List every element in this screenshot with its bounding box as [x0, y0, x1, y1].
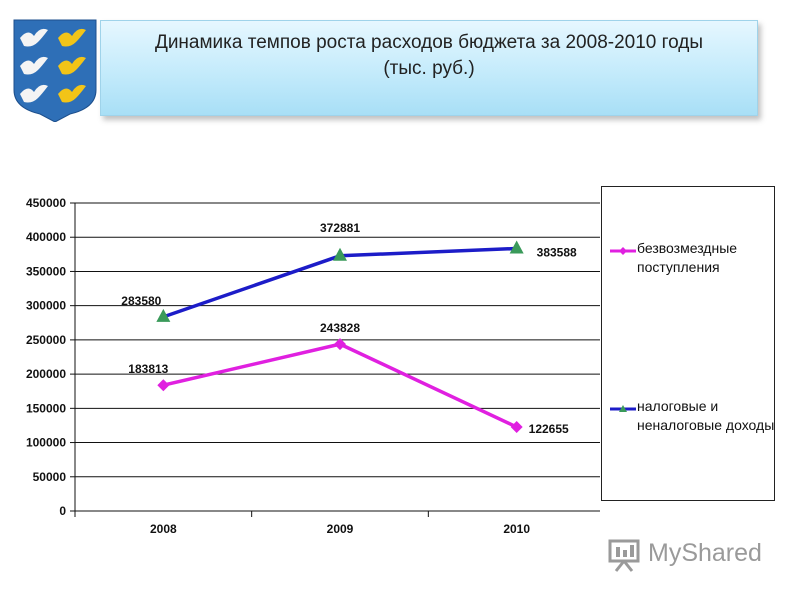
data-label: 372881	[320, 221, 360, 235]
data-point	[157, 379, 170, 392]
title-banner: Динамика темпов роста расходов бюджета з…	[100, 20, 758, 116]
line-chart: 0 50000 100000 150000 200000 250000 300000 3500…	[26, 196, 600, 536]
y-tick-label: 150000	[26, 401, 66, 415]
y-tick-label: 100000	[26, 436, 66, 450]
data-label: 283580	[121, 294, 161, 308]
x-tick-label: 2009	[327, 522, 354, 536]
watermark: MyShared	[606, 537, 776, 573]
y-tick-label: 200000	[26, 367, 66, 381]
presentation-icon	[608, 539, 640, 572]
watermark-text: MyShared	[648, 539, 762, 567]
data-label: 183813	[128, 362, 168, 376]
legend-swatch	[610, 247, 636, 255]
chart-subtitle: (тыс. руб.)	[383, 58, 475, 79]
y-tick-label: 50000	[33, 470, 67, 484]
chart-title: Динамика темпов роста расходов бюджета з…	[154, 32, 704, 53]
legend-label: налоговые и неналоговые доходы	[637, 398, 775, 433]
data-label: 383588	[537, 245, 577, 259]
bird-icon	[20, 28, 86, 103]
y-tick-label: 400000	[26, 230, 66, 244]
data-label: 243828	[320, 321, 360, 335]
y-tick-label: 300000	[26, 299, 66, 313]
data-point	[156, 308, 171, 322]
y-tick-label: 350000	[26, 264, 66, 278]
y-tick-label: 0	[59, 504, 66, 518]
legend-label: безвозмездные поступления	[637, 240, 738, 275]
coat-of-arms-icon	[13, 19, 97, 122]
y-tick-label: 450000	[26, 196, 66, 210]
y-tick-label: 250000	[26, 333, 66, 347]
chart-legend: безвозмездные поступления налоговые и не…	[601, 186, 775, 501]
data-point	[334, 338, 346, 351]
series-line	[162, 342, 518, 429]
x-tick-label: 2010	[503, 522, 530, 536]
x-tick-label: 2008	[150, 522, 177, 536]
legend-swatch	[610, 405, 636, 412]
data-label: 122655	[529, 422, 569, 436]
data-point	[510, 421, 523, 434]
data-point	[333, 247, 347, 261]
data-point	[509, 240, 524, 254]
